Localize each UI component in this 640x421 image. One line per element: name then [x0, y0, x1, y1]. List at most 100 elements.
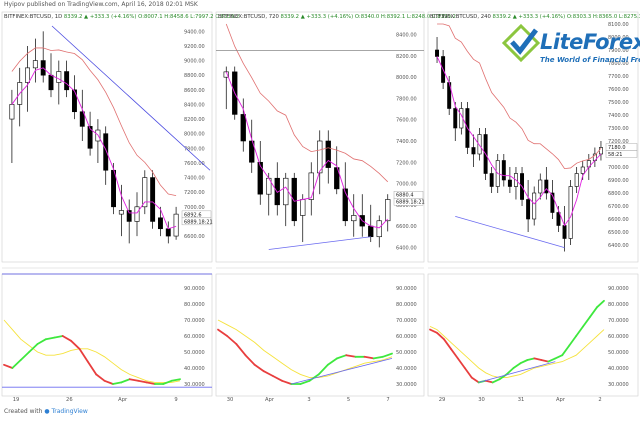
time-tick-label: 2: [598, 397, 601, 403]
oscillator-segment: [491, 378, 501, 384]
publisher-name[interactable]: Hyipov: [4, 1, 25, 8]
oscillator-segment: [299, 379, 311, 385]
price-tick-label: 7500.00: [608, 100, 629, 106]
oscillator-segment: [381, 352, 393, 358]
chart-pane-2: BITFINEX:BTCUSD, 720 8339.2 ▲ +333.3 (+4…: [215, 11, 456, 403]
oscillator-segment: [533, 357, 543, 361]
oscillator-segment: [120, 378, 131, 384]
price-tick-label: 7200.00: [396, 160, 417, 166]
oscillator-segment: [162, 379, 173, 385]
oscillator-divergence-line: [478, 361, 556, 383]
oscillator-tick-label: 90.0000: [608, 286, 629, 292]
oscillator-tick-label: 50.0000: [184, 350, 205, 356]
oscillator-segment: [36, 338, 47, 345]
divergence-line: [268, 236, 371, 250]
bear-candle: [453, 108, 458, 129]
published-text: published on TradingView.com, April 16, …: [26, 1, 198, 8]
price-tick-label: 6900.00: [608, 178, 629, 184]
brand-name: LiteForex: [540, 30, 640, 54]
oscillator-tick-label: 60.0000: [184, 334, 205, 340]
oscillator-segment: [575, 325, 585, 337]
oscillator-tick-label: 30.0000: [184, 382, 205, 388]
oscillator-segment: [112, 381, 123, 385]
price-tick-label: 8000.00: [608, 35, 629, 41]
bear-candle: [103, 133, 109, 171]
oscillator-segment: [281, 379, 293, 385]
price-pane-frame: [215, 11, 425, 263]
tradingview-link[interactable]: TradingView: [51, 408, 88, 415]
price-tick-label: 7600.00: [396, 118, 417, 124]
oscillator-tick-label: 70.0000: [608, 318, 629, 324]
oscillator-tick-label: 50.0000: [396, 350, 417, 356]
bull-candle: [351, 215, 357, 222]
price-tick-label: 7900.00: [608, 48, 629, 54]
oscillator-segment: [103, 379, 114, 385]
price-tick-label: 7400.00: [396, 139, 417, 145]
symbol-label: BITFINEX:BTCUSD, 720 8339.2 ▲ +333.3 (+4…: [218, 14, 456, 20]
price-tick-label: 8000.00: [184, 132, 205, 138]
bear-candle: [526, 199, 531, 220]
oscillator-signal-line: [429, 325, 605, 379]
price-tick-label: 7800.00: [396, 96, 417, 102]
price-pane-frame: [427, 11, 639, 263]
oscillator-segment: [443, 338, 452, 350]
oscillator-segment: [596, 299, 605, 309]
bear-candle: [72, 89, 77, 113]
oscillator-tick-label: 80.0000: [608, 302, 629, 308]
oscillator-segment: [512, 362, 522, 369]
fast-moving-average-line: [436, 56, 602, 227]
fast-moving-average-line: [225, 71, 389, 229]
footer: Created with ● TradingView: [4, 408, 88, 415]
oscillator-segment: [484, 379, 494, 384]
price-flag: [393, 198, 424, 206]
bear-candle: [249, 140, 255, 163]
oscillator-segment: [363, 355, 375, 360]
price-tick-label: 7400.00: [184, 176, 205, 182]
oscillator-segment: [128, 378, 139, 382]
time-tick-label: 29: [439, 397, 446, 403]
oscillator-segment: [11, 359, 22, 369]
price-flag-label: 6889.18:21: [184, 219, 213, 225]
time-tick-label: Apr: [118, 397, 128, 403]
bull-candle: [532, 192, 537, 220]
oscillator-segment: [253, 363, 265, 373]
oscillator-segment: [244, 354, 256, 366]
time-tick-label: 30: [478, 397, 485, 403]
ohlc-readout: 8339.2 ▲ +333.3 (+4.16%) O:8340.0 H:8392…: [281, 14, 456, 20]
publish-info: Hyipov published on TradingView.com, Apr…: [4, 1, 198, 8]
bear-candle: [501, 160, 506, 181]
time-tick-label: Apr: [265, 397, 275, 403]
oscillator-segment: [317, 363, 329, 376]
price-tick-label: 7600.00: [184, 161, 205, 167]
oscillator-tick-label: 50.0000: [608, 350, 629, 356]
oscillator-segment: [53, 335, 64, 339]
oscillator-segment: [429, 328, 438, 334]
slow-moving-average-line: [225, 23, 389, 183]
price-tick-label: 8800.00: [184, 73, 205, 79]
bull-candle: [580, 166, 585, 174]
bear-candle: [550, 192, 555, 213]
bear-candle: [291, 177, 297, 222]
time-tick-label: 5: [347, 397, 350, 403]
oscillator-segment: [170, 378, 181, 382]
oscillator-segment: [145, 381, 156, 385]
oscillator-segment: [526, 357, 536, 361]
price-tick-label: 6400.00: [396, 245, 417, 251]
oscillator-signal-line: [217, 319, 393, 379]
price-tick-label: 8100.00: [608, 22, 629, 28]
oscillator-pane-frame: [215, 273, 425, 397]
price-flag-label: 6892.6: [184, 212, 202, 218]
price-tick-label: 7200.00: [184, 190, 205, 196]
price-tick-label: 8000.00: [396, 75, 417, 81]
oscillator-tick-label: 80.0000: [396, 302, 417, 308]
bear-candle: [544, 179, 549, 194]
bull-candle: [118, 210, 124, 215]
price-tick-label: 8200.00: [184, 117, 205, 123]
bull-candle: [173, 213, 179, 237]
oscillator-segment: [78, 347, 89, 363]
time-tick-label: 31: [518, 397, 525, 403]
price-tick-label: 7000.00: [608, 165, 629, 171]
liteforex-logo-icon: [502, 24, 540, 63]
oscillator-segment: [326, 357, 338, 366]
